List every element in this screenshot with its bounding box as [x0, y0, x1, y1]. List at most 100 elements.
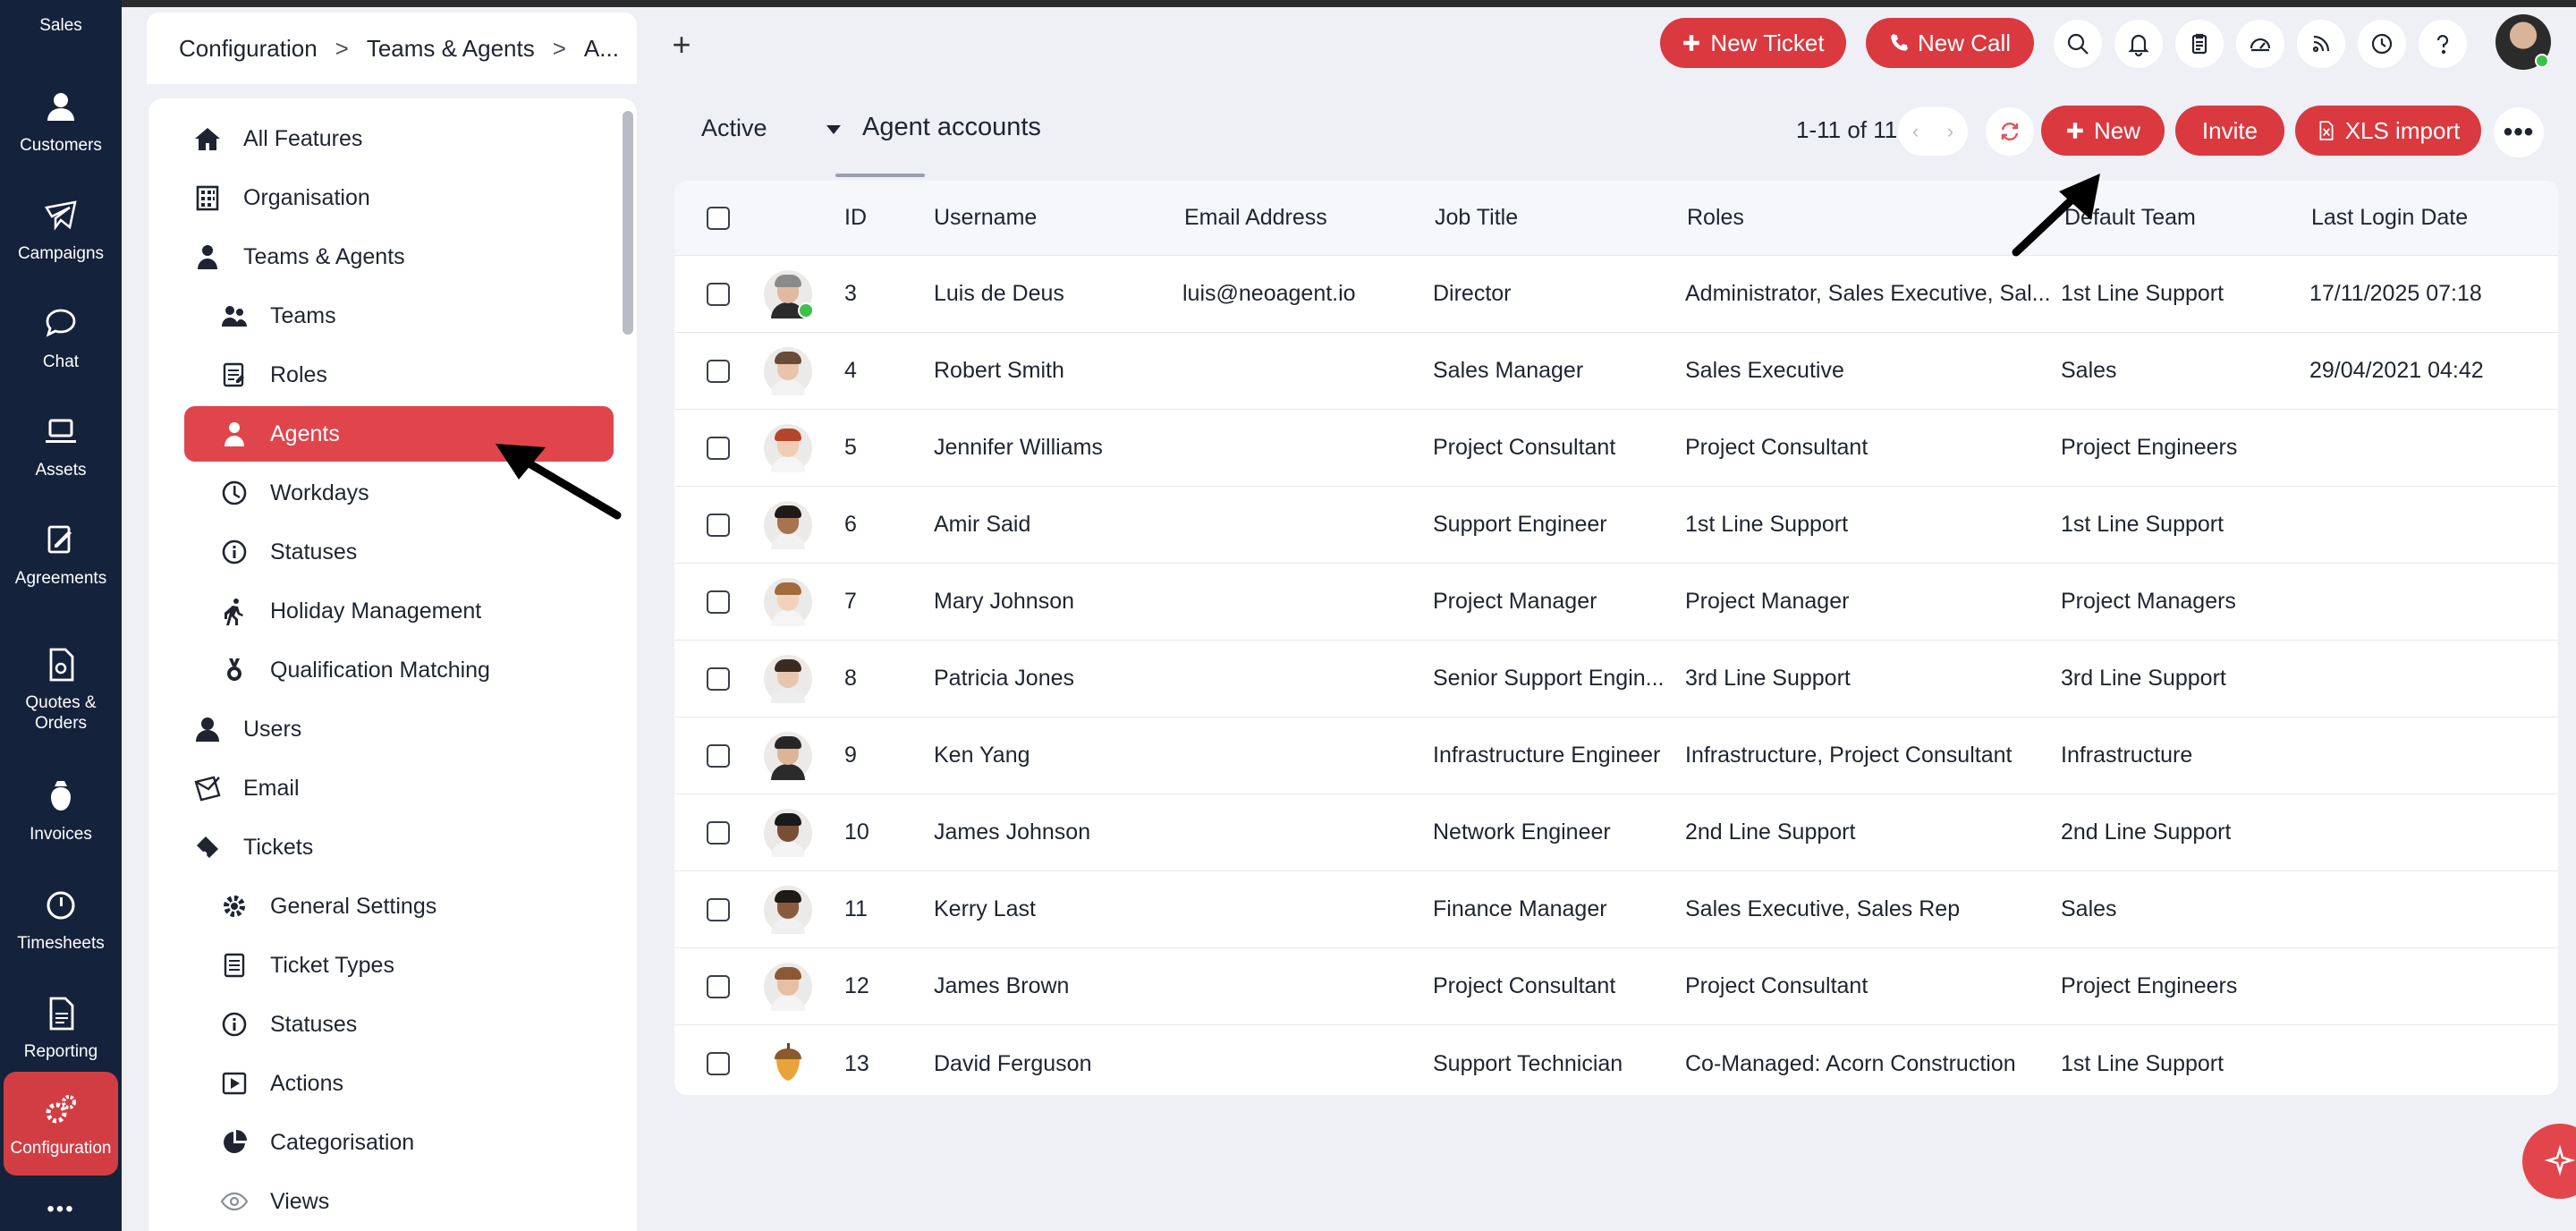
- invite-button[interactable]: Invite: [2175, 106, 2284, 156]
- view-title: Agent accounts: [862, 113, 1041, 141]
- sidebar-item-statuses[interactable]: Statuses: [218, 997, 357, 1052]
- user-avatar[interactable]: [2496, 14, 2551, 70]
- sidebar-item-roles[interactable]: Roles: [218, 347, 327, 403]
- breadcrumb[interactable]: Configuration > Teams & Agents > A...: [147, 13, 637, 84]
- nav-more-button[interactable]: •••: [47, 1197, 75, 1221]
- nav-item-sales[interactable]: Sales: [0, 0, 122, 50]
- add-tab-button[interactable]: +: [672, 26, 691, 63]
- nav-item-quotes[interactable]: Quotes & Orders: [0, 626, 122, 751]
- row-checkbox[interactable]: [707, 436, 730, 460]
- nav-item-customers[interactable]: Customers: [0, 72, 122, 170]
- dashboard-icon[interactable]: [2236, 20, 2284, 68]
- row-checkbox[interactable]: [707, 820, 730, 845]
- sidebar-item-tickets[interactable]: Tickets: [191, 819, 313, 875]
- row-checkbox[interactable]: [707, 1052, 730, 1075]
- table-row[interactable]: 6 Amir Said Support Engineer 1st Line Suppo…: [674, 487, 2558, 564]
- xls-import-label: XLS import: [2344, 116, 2461, 144]
- table-row[interactable]: 8 Patricia Jones Senior Support Engin... 3r…: [674, 641, 2558, 717]
- row-checkbox[interactable]: [707, 897, 730, 921]
- table-row[interactable]: 7 Mary Johnson Project Manager Project Mana…: [674, 564, 2558, 641]
- sidebar-item-agents[interactable]: Agents: [184, 406, 614, 462]
- sidebar-item-qualification-matching[interactable]: Qualification Matching: [218, 642, 490, 698]
- table-row[interactable]: 9 Ken Yang Infrastructure Engineer Infrastr…: [674, 717, 2558, 794]
- nav-item-agreements[interactable]: Agreements: [0, 505, 122, 603]
- row-checkbox-cell: [707, 564, 730, 640]
- nav-item-invoices[interactable]: Invoices: [0, 760, 122, 859]
- nav-item-timesheets[interactable]: Timesheets: [0, 870, 122, 968]
- breadcrumb-item[interactable]: Teams & Agents: [366, 34, 535, 62]
- new-ticket-button[interactable]: New Ticket: [1660, 18, 1846, 68]
- column-header-last-login[interactable]: Last Login Date: [2311, 205, 2469, 230]
- sidebar-item-holiday-management[interactable]: Holiday Management: [218, 583, 481, 639]
- chevron-right-icon[interactable]: ›: [1946, 120, 1954, 142]
- sidebar-item-views[interactable]: Views: [218, 1174, 329, 1229]
- nav-item-configuration[interactable]: Configuration: [4, 1072, 118, 1176]
- column-header-default-team[interactable]: Default Team: [2064, 205, 2196, 230]
- chevron-left-icon[interactable]: ‹: [1911, 120, 1919, 142]
- cell-default-team: 3rd Line Support: [2061, 666, 2226, 691]
- table-row[interactable]: 3 Luis de Deus luis@neoagent.io Director Adm…: [674, 256, 2558, 333]
- sidebar-item-general-settings[interactable]: General Settings: [218, 879, 436, 934]
- xls-import-button[interactable]: XLS import: [2295, 106, 2481, 156]
- nav-item-chat[interactable]: Chat: [0, 288, 122, 386]
- column-header-username[interactable]: Username: [934, 205, 1038, 230]
- new-call-button[interactable]: New Call: [1866, 18, 2034, 68]
- column-header-email[interactable]: Email Address: [1184, 205, 1327, 230]
- table-row[interactable]: 13 David Ferguson Support Technician Co-Man…: [674, 1025, 2558, 1102]
- cell-id: 9: [844, 743, 857, 768]
- more-options-button[interactable]: •••: [2494, 107, 2544, 157]
- row-checkbox[interactable]: [707, 974, 730, 998]
- row-checkbox[interactable]: [707, 666, 730, 691]
- refresh-button[interactable]: [1986, 107, 2034, 156]
- status-filter-select[interactable]: Active: [701, 115, 767, 141]
- sidebar-item-statuses[interactable]: Statuses: [218, 524, 357, 580]
- row-checkbox[interactable]: [707, 743, 730, 768]
- breadcrumb-item[interactable]: Configuration: [179, 34, 318, 62]
- sidebar-scrollbar[interactable]: [623, 111, 633, 335]
- column-header-job-title[interactable]: Job Title: [1435, 205, 1519, 230]
- clock-icon[interactable]: [2358, 20, 2406, 68]
- sidebar-item-email[interactable]: Email: [191, 760, 300, 816]
- nav-item-assets[interactable]: Assets: [0, 396, 122, 495]
- table-row[interactable]: 4 Robert Smith Sales Manager Sales Executiv…: [674, 333, 2558, 410]
- bell-icon[interactable]: [2114, 20, 2163, 68]
- new-label: New: [2093, 116, 2140, 144]
- search-icon[interactable]: [2054, 20, 2102, 68]
- ai-assistant-button[interactable]: [2522, 1124, 2576, 1199]
- select-all-checkbox[interactable]: [707, 206, 730, 230]
- nav-item-reporting[interactable]: Reporting: [0, 978, 122, 1076]
- sidebar-item-workdays[interactable]: Workdays: [218, 465, 369, 521]
- clipboard-icon[interactable]: [2175, 20, 2224, 68]
- column-header-id[interactable]: ID: [844, 205, 867, 230]
- breadcrumb-item[interactable]: A...: [583, 34, 619, 62]
- row-checkbox[interactable]: [707, 513, 730, 537]
- sidebar-item-actions[interactable]: Actions: [218, 1056, 343, 1111]
- sidebar-item-teams-agents[interactable]: Teams & Agents: [191, 229, 405, 284]
- table-row[interactable]: 5 Jennifer Williams Project Consultant Proj…: [674, 410, 2558, 487]
- sidebar-item-ticket-types[interactable]: Ticket Types: [218, 938, 394, 993]
- table-row[interactable]: 11 Kerry Last Finance Manager Sales Executi…: [674, 871, 2558, 948]
- avatar: [764, 500, 812, 549]
- help-icon[interactable]: [2419, 20, 2467, 68]
- sidebar-item-categorisation[interactable]: Categorisation: [218, 1115, 414, 1170]
- avatar-cell: [764, 871, 812, 947]
- cell-username: James Johnson: [934, 819, 1091, 845]
- row-checkbox[interactable]: [707, 590, 730, 614]
- sidebar-item-teams[interactable]: Teams: [218, 288, 336, 344]
- caret-down-icon[interactable]: [826, 125, 841, 134]
- table-row[interactable]: 10 James Johnson Network Engineer 2nd Line …: [674, 794, 2558, 871]
- row-checkbox[interactable]: [707, 282, 730, 306]
- agent-icon: [191, 241, 224, 273]
- sidebar-item-label: All Features: [243, 125, 363, 151]
- new-agent-button[interactable]: New: [2041, 106, 2165, 156]
- rss-icon[interactable]: [2297, 20, 2345, 68]
- row-checkbox[interactable]: [707, 359, 730, 383]
- table-row[interactable]: 12 James Brown Project Consultant Project C…: [674, 948, 2558, 1025]
- nav-item-campaigns[interactable]: Campaigns: [0, 180, 122, 278]
- sidebar-item-all-features[interactable]: All Features: [191, 111, 362, 166]
- sidebar-item-label: Statuses: [270, 539, 358, 565]
- column-header-roles[interactable]: Roles: [1687, 205, 1744, 230]
- sidebar-item-organisation[interactable]: Organisation: [191, 170, 370, 225]
- sidebar-item-label: Statuses: [270, 1011, 358, 1037]
- sidebar-item-users[interactable]: Users: [191, 701, 301, 757]
